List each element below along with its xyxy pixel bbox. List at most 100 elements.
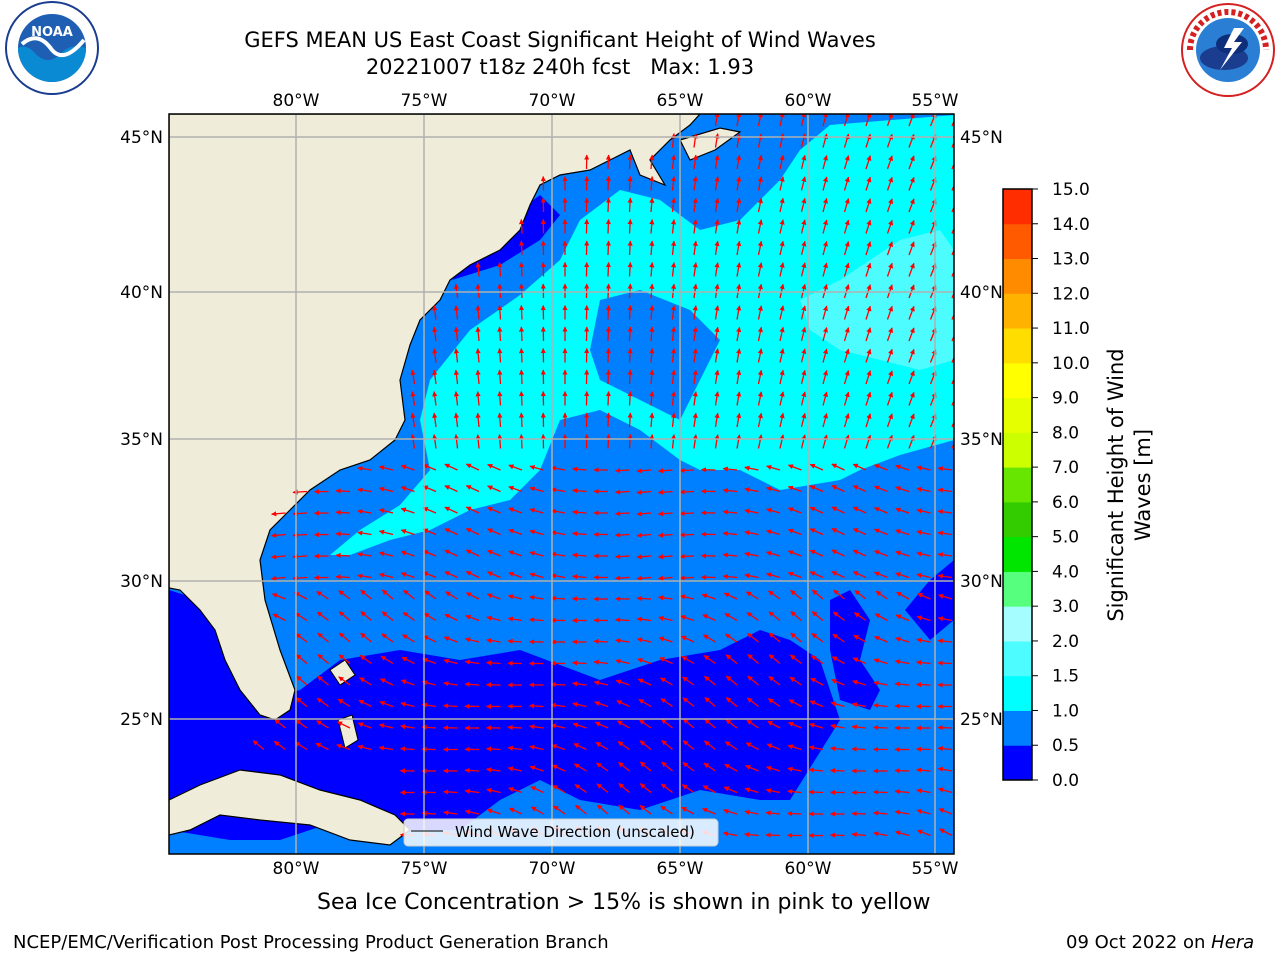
lon-label-bottom: 55°W — [912, 859, 959, 879]
wave-direction-arrow — [800, 391, 807, 406]
wave-direction-arrow — [487, 528, 501, 536]
wave-direction-arrow — [605, 197, 611, 213]
wave-direction-arrow — [273, 740, 286, 751]
wave-direction-arrow — [487, 549, 501, 557]
wave-direction-arrow — [465, 485, 480, 493]
colorbar-segment — [1003, 745, 1032, 781]
wave-direction-arrow — [757, 305, 763, 320]
wave-direction-arrow — [573, 763, 587, 772]
colorbar-label-line2: Waves [m] — [1131, 429, 1155, 541]
lat-label-left: 45°N — [120, 128, 163, 148]
wave-direction-arrow — [507, 594, 523, 600]
wave-direction-arrow — [616, 720, 630, 729]
wave-direction-arrow — [701, 593, 716, 600]
colorbar-tick-label: 15.0 — [1052, 180, 1090, 200]
wave-direction-arrow — [744, 487, 759, 493]
wave-direction-arrow — [552, 784, 566, 794]
wave-direction-arrow — [657, 575, 673, 581]
wave-direction-arrow — [768, 590, 781, 600]
map-legend: Wind Wave Direction (unscaled) — [403, 818, 719, 847]
wave-direction-arrow — [951, 392, 954, 406]
wave-direction-arrow — [736, 262, 742, 277]
wave-direction-arrow — [865, 155, 872, 170]
wave-direction-arrow — [736, 434, 742, 449]
wave-direction-arrow — [843, 262, 850, 277]
wave-direction-arrow — [486, 787, 501, 794]
wave-direction-arrow — [530, 806, 544, 815]
wave-direction-arrow — [335, 574, 351, 580]
wave-direction-arrow — [381, 589, 394, 600]
wave-direction-arrow — [736, 154, 742, 170]
wave-direction-arrow — [714, 305, 720, 320]
wave-direction-arrow — [937, 725, 953, 731]
wave-direction-arrow — [916, 572, 931, 579]
wave-direction-arrow — [895, 529, 910, 536]
wave-direction-arrow — [636, 637, 652, 643]
wave-direction-arrow — [518, 412, 525, 428]
wave-direction-arrow — [951, 306, 954, 320]
wave-direction-arrow — [745, 765, 759, 772]
colorbar-tick-label: 8.0 — [1052, 423, 1079, 443]
colorbar-tick-label: 5.0 — [1052, 528, 1079, 548]
wave-direction-arrow — [508, 571, 523, 579]
lon-label-bottom: 70°W — [529, 859, 576, 879]
wave-direction-arrow — [852, 571, 867, 579]
wave-direction-arrow — [790, 632, 802, 643]
wave-direction-arrow — [908, 262, 915, 277]
wave-direction-arrow — [822, 240, 828, 256]
wave-direction-arrow — [465, 506, 480, 514]
wave-direction-arrow — [528, 617, 544, 623]
colorbar-segment — [1003, 397, 1032, 433]
wave-direction-arrow — [787, 744, 802, 751]
wave-direction-arrow — [358, 699, 372, 708]
wave-direction-arrow — [605, 347, 611, 363]
wave-direction-arrow — [649, 412, 655, 428]
wave-direction-arrow — [787, 766, 802, 772]
wave-direction-arrow — [800, 197, 807, 213]
wave-direction-arrow — [508, 507, 523, 514]
wave-direction-arrow — [657, 532, 673, 538]
wave-direction-arrow — [757, 434, 763, 449]
wave-direction-arrow — [916, 659, 931, 666]
wave-direction-arrow — [357, 466, 372, 472]
wave-direction-arrow — [766, 464, 781, 471]
colorbar-segment — [1003, 571, 1032, 607]
wave-direction-arrow — [766, 765, 781, 772]
wave-direction-arrow — [605, 390, 611, 406]
wave-direction-arrow — [937, 466, 953, 472]
wave-direction-arrow — [487, 463, 501, 471]
wave-direction-arrow — [338, 611, 351, 622]
wave-direction-arrow — [895, 464, 910, 471]
wave-direction-arrow — [916, 788, 931, 794]
wave-direction-arrow — [908, 176, 915, 191]
wave-direction-arrow — [951, 198, 954, 213]
wave-direction-arrow — [692, 176, 698, 191]
wave-direction-arrow — [550, 530, 566, 536]
chart-subtitle: 20221007 t18z 240h fcst Max: 1.93 — [365, 55, 755, 79]
wave-direction-arrow — [378, 465, 394, 471]
wave-direction-arrow — [723, 786, 738, 794]
colorbar-tick-label: 9.0 — [1052, 389, 1079, 409]
colorbar-segment — [1003, 710, 1032, 746]
wave-direction-arrow — [704, 675, 716, 686]
wave-direction-arrow — [951, 263, 954, 277]
wave-direction-arrow — [724, 763, 738, 772]
wave-direction-arrow — [464, 637, 480, 643]
wave-direction-arrow — [915, 746, 931, 752]
colorbar-segment — [1003, 362, 1032, 399]
wave-direction-arrow — [809, 463, 824, 471]
wave-direction-arrow — [692, 262, 698, 277]
wave-direction-arrow — [808, 789, 824, 795]
wave-direction-arrow — [530, 786, 544, 794]
wave-direction-arrow — [692, 434, 698, 449]
wave-direction-arrow — [627, 197, 633, 213]
wave-direction-arrow — [378, 508, 394, 514]
wave-direction-arrow — [444, 463, 458, 471]
wave-direction-arrow — [615, 638, 630, 644]
wave-direction-arrow — [894, 659, 910, 665]
wave-direction-arrow — [508, 807, 523, 815]
wave-direction-arrow — [822, 305, 828, 320]
wave-direction-arrow — [725, 697, 738, 708]
lat-label-right: 30°N — [960, 572, 1003, 592]
wave-direction-arrow — [765, 788, 781, 794]
